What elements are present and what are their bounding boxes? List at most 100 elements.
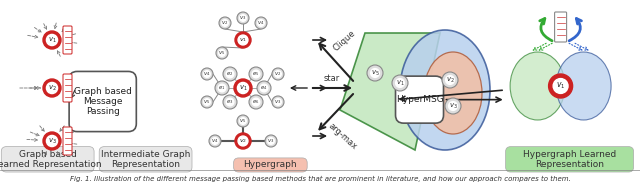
Circle shape [43,31,61,49]
Circle shape [258,20,264,26]
Text: $v_2$: $v_2$ [275,70,282,78]
Circle shape [275,99,282,105]
Circle shape [249,95,263,109]
Text: $v_3$: $v_3$ [239,14,246,22]
Circle shape [238,35,248,45]
Text: $v_3$: $v_3$ [47,136,56,146]
Circle shape [548,74,573,98]
Ellipse shape [556,52,611,120]
Circle shape [442,72,458,88]
Circle shape [43,79,61,97]
Circle shape [237,12,249,24]
Circle shape [449,102,458,110]
Circle shape [275,71,282,77]
FancyBboxPatch shape [63,127,72,155]
Circle shape [367,65,383,81]
Circle shape [272,68,284,80]
Text: $v_4$: $v_4$ [204,70,211,78]
Circle shape [371,69,380,77]
Circle shape [392,75,408,91]
Text: Graph based
Message
Passing: Graph based Message Passing [74,87,132,116]
Text: Hypergraph: Hypergraph [244,161,297,169]
Circle shape [212,138,218,144]
Circle shape [47,34,58,45]
Circle shape [209,135,221,147]
Circle shape [43,132,61,150]
Circle shape [219,50,225,56]
Circle shape [234,79,252,97]
Circle shape [201,96,213,108]
FancyBboxPatch shape [63,74,72,102]
Circle shape [201,68,213,80]
FancyBboxPatch shape [555,12,566,42]
Text: $v_4$: $v_4$ [211,137,219,145]
Polygon shape [340,33,440,150]
Circle shape [240,15,246,21]
Text: $v_5$: $v_5$ [371,68,380,78]
Circle shape [235,133,251,149]
Circle shape [445,76,454,84]
Text: $v_2$: $v_2$ [47,83,56,93]
Circle shape [223,95,237,109]
Text: $v_1$: $v_1$ [239,36,247,44]
Text: $v_1$: $v_1$ [556,81,565,91]
FancyBboxPatch shape [396,76,444,123]
Circle shape [445,98,461,114]
Ellipse shape [424,52,482,134]
Circle shape [47,82,58,94]
Circle shape [240,118,246,124]
Circle shape [223,67,237,81]
Circle shape [257,81,271,95]
Text: $v_1$: $v_1$ [47,35,56,45]
FancyBboxPatch shape [234,158,307,172]
Text: Intermediate Graph
Representation: Intermediate Graph Representation [101,150,190,169]
Circle shape [226,70,234,78]
Text: $v_3$: $v_3$ [275,98,282,106]
Circle shape [216,47,228,59]
Circle shape [219,17,231,29]
Circle shape [252,70,260,78]
Text: Clique: Clique [331,29,357,53]
Text: star: star [324,74,340,83]
Text: arg-max: arg-max [327,121,359,151]
Text: $v_3$: $v_3$ [268,137,275,145]
Text: $v_3$: $v_3$ [449,101,458,111]
Circle shape [218,84,226,92]
Circle shape [238,136,248,146]
Text: Fig. 1. Illustration of the different message passing based methods that are pro: Fig. 1. Illustration of the different me… [70,176,570,182]
Text: Hypergraph Learned
Representation: Hypergraph Learned Representation [523,150,616,169]
Text: $e_5$: $e_5$ [252,70,260,78]
Circle shape [396,79,404,87]
Text: HyperMSG: HyperMSG [396,95,444,104]
FancyBboxPatch shape [99,147,192,172]
Circle shape [252,98,260,106]
Circle shape [237,115,249,127]
Circle shape [237,82,248,94]
Circle shape [215,81,229,95]
Circle shape [255,17,267,29]
Circle shape [268,138,275,144]
Text: $e_4$: $e_4$ [260,84,268,92]
Text: $e_6$: $e_6$ [252,98,260,106]
Text: $v_2$: $v_2$ [239,137,247,145]
FancyBboxPatch shape [69,71,136,132]
FancyBboxPatch shape [63,26,72,54]
Circle shape [260,84,268,92]
Circle shape [221,20,228,26]
Ellipse shape [400,30,490,150]
Circle shape [226,98,234,106]
Circle shape [204,99,211,105]
Circle shape [47,135,58,147]
Text: $v_5$: $v_5$ [204,98,211,106]
Text: $v_5$: $v_5$ [218,49,226,57]
Text: $v_1$: $v_1$ [396,78,404,88]
Text: $v_5$: $v_5$ [239,117,246,125]
Text: $e_2$: $e_2$ [227,70,234,78]
Circle shape [265,135,277,147]
FancyBboxPatch shape [1,147,94,172]
Text: $e_3$: $e_3$ [227,98,234,106]
Text: $v_4$: $v_4$ [257,19,265,27]
Circle shape [235,32,251,48]
Text: $v_2$: $v_2$ [445,75,454,85]
Text: Graph based
Learned Representation: Graph based Learned Representation [0,150,102,169]
